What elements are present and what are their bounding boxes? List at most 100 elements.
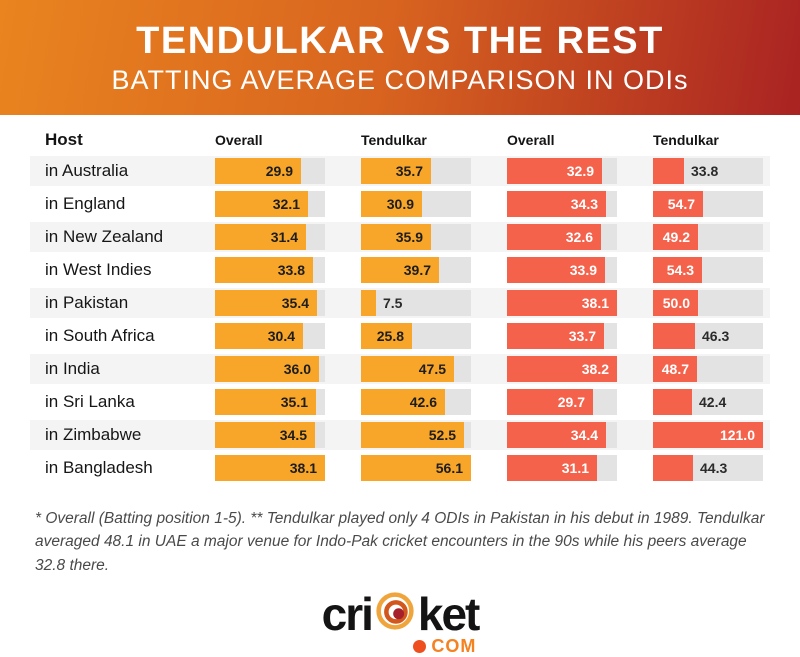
bar-value: 38.1 [289, 460, 317, 476]
bar-value: 52.5 [428, 427, 456, 443]
bar [215, 323, 303, 349]
bar-cell: 35.1 [215, 389, 325, 415]
bar-cell: 35.4 [215, 290, 325, 316]
bar-value: 7.5 [383, 295, 403, 311]
bar [653, 422, 763, 448]
bar-value: 32.6 [565, 229, 593, 245]
bar [507, 191, 606, 217]
bar-value: 35.9 [395, 229, 423, 245]
logo-container: cri ket COM [0, 591, 800, 657]
bar-value: 29.7 [557, 394, 585, 410]
table-row: in Zimbabwe 34.5 52.5 34.4 121.0 [30, 420, 770, 450]
bar-value: 35.4 [281, 295, 309, 311]
bar-cell: 42.6 [361, 389, 471, 415]
bar-value: 35.7 [395, 163, 423, 179]
bar [215, 422, 315, 448]
bar-value: 34.3 [570, 196, 598, 212]
bar-cell: 31.1 [507, 455, 617, 481]
bar-cell: 31.4 [215, 224, 325, 250]
logo-word: cri ket [321, 588, 481, 641]
host-label: in Zimbabwe [45, 425, 142, 444]
bar-value: 54.7 [667, 196, 695, 212]
logo-tld: COM [431, 635, 477, 656]
bar-cell: 54.7 [653, 191, 763, 217]
bar [361, 422, 464, 448]
bar-cell: 44.3 [653, 455, 763, 481]
banner: TENDULKAR VS THE REST BATTING AVERAGE CO… [0, 0, 800, 115]
bar [653, 290, 698, 316]
bar-cell: 7.5 [361, 290, 471, 316]
bar-cell: 30.9 [361, 191, 471, 217]
bar-value: 49.2 [662, 229, 690, 245]
bar [653, 455, 693, 481]
bar [507, 158, 602, 184]
bar-value: 35.1 [280, 394, 308, 410]
bar [361, 455, 471, 481]
bar-cell: 32.1 [215, 191, 325, 217]
bar [507, 356, 617, 382]
bar-value: 31.4 [270, 229, 298, 245]
column-header-tendulkar-1: Tendulkar [361, 132, 427, 148]
table-row: in Australia 29.9 35.7 32.9 33.8 [30, 156, 770, 186]
bar [507, 389, 593, 415]
cricket-ball-icon [375, 591, 415, 638]
host-label: in West Indies [45, 260, 152, 279]
bar [215, 224, 306, 250]
table-row: in England 32.1 30.9 34.3 54.7 [30, 189, 770, 219]
bar [361, 191, 422, 217]
bar-value: 25.8 [376, 328, 404, 344]
bar [361, 356, 454, 382]
bar-value: 42.4 [699, 394, 727, 410]
page-subtitle: BATTING AVERAGE COMPARISON IN ODIs [111, 64, 689, 95]
bar-value: 33.9 [569, 262, 597, 278]
bar-cell: 49.2 [653, 224, 763, 250]
bar [507, 290, 617, 316]
column-header-overall-peers: Overall [215, 132, 263, 148]
bar-cell: 29.9 [215, 158, 325, 184]
bar-cell: 42.4 [653, 389, 763, 415]
bar-value: 34.5 [279, 427, 307, 443]
bar [215, 356, 319, 382]
column-header-tendulkar-2: Tendulkar [653, 132, 719, 148]
logo-word-left: cri [321, 588, 374, 641]
bar [215, 257, 313, 283]
table-row: in India 36.0 47.5 38.2 48.7 [30, 354, 770, 384]
bar-value: 30.4 [267, 328, 295, 344]
host-label: in Bangladesh [45, 458, 153, 477]
bar-value: 39.7 [403, 262, 431, 278]
host-label: in Sri Lanka [45, 392, 135, 411]
bar [507, 323, 604, 349]
bar [215, 455, 325, 481]
bar [507, 422, 606, 448]
bar [653, 191, 703, 217]
bar-value: 29.9 [265, 163, 293, 179]
bar-value: 56.1 [435, 460, 463, 476]
bar-value: 38.2 [581, 361, 609, 377]
bar [653, 158, 684, 184]
bar-cell: 47.5 [361, 356, 471, 382]
bar [215, 389, 316, 415]
bar-cell: 48.7 [653, 356, 763, 382]
bar-cell: 56.1 [361, 455, 471, 481]
bar [507, 455, 597, 481]
bar-value: 33.7 [568, 328, 596, 344]
host-label: in Australia [45, 161, 129, 180]
bar-value: 32.9 [566, 163, 594, 179]
bar-value: 50.0 [662, 295, 690, 311]
bar-value: 38.1 [581, 295, 609, 311]
column-header-overall-2: Overall [507, 132, 555, 148]
logo-word-right: ket [417, 588, 481, 641]
table-row: in Pakistan 35.4 7.5 38.1 50.0 [30, 288, 770, 318]
column-header-host: Host [45, 130, 83, 149]
bar [215, 158, 301, 184]
bar [653, 257, 702, 283]
bar-cell: 52.5 [361, 422, 471, 448]
host-label: in India [45, 359, 100, 378]
bar-value: 34.4 [570, 427, 598, 443]
host-label: in South Africa [45, 326, 155, 345]
cricket-logo: cri ket COM [321, 588, 481, 657]
bar-cell: 33.7 [507, 323, 617, 349]
bar-value: 33.8 [691, 163, 719, 179]
table-body: in Australia 29.9 35.7 32.9 33.8 in Engl… [0, 156, 800, 483]
page-title: TENDULKAR VS THE REST [136, 19, 664, 62]
